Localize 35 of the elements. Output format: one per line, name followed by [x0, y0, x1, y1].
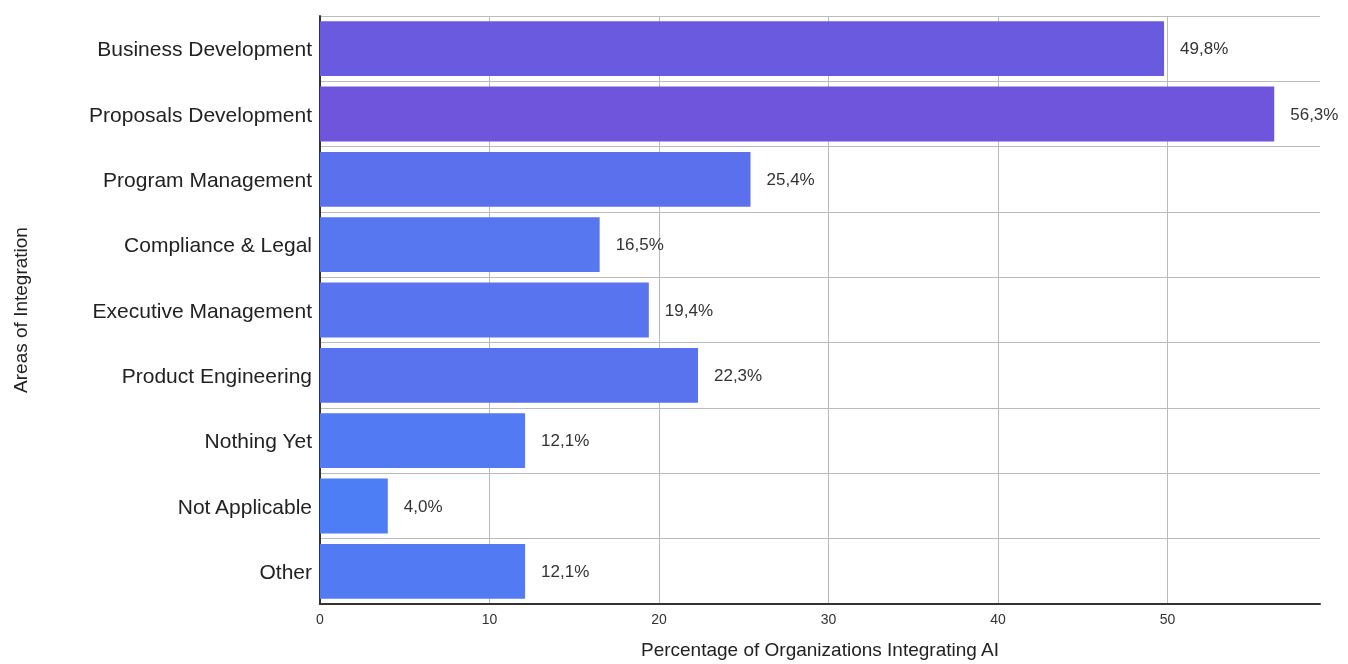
- y-tick-label: Product Engineering: [121, 363, 312, 387]
- bar: [320, 86, 1275, 142]
- x-tick-label: 10: [481, 611, 498, 627]
- y-tick-label: Not Applicable: [177, 494, 312, 518]
- x-tick-label: 0: [316, 611, 325, 627]
- bar: [320, 217, 600, 273]
- bar: [320, 282, 649, 338]
- y-tick-label: Executive Management: [92, 298, 313, 322]
- x-tick-label: 20: [651, 611, 667, 627]
- y-tick-label: Proposals Development: [89, 102, 313, 126]
- data-label: 25,4%: [766, 169, 815, 189]
- y-tick-label: Compliance & Legal: [124, 233, 312, 257]
- data-label: 12,1%: [541, 431, 590, 451]
- bar: [320, 478, 388, 534]
- data-label: 12,1%: [541, 561, 590, 581]
- x-tick-label: 30: [820, 611, 837, 627]
- data-label: 22,3%: [713, 365, 763, 385]
- bar: [320, 347, 698, 403]
- x-tick-label: 50: [1159, 611, 1176, 627]
- y-axis-title: Areas of Integration: [10, 227, 31, 393]
- data-label: 56,3%: [1290, 104, 1339, 124]
- y-tick-label: Program Management: [103, 167, 313, 191]
- x-axis-title: Percentage of Organizations Integrating AI: [640, 639, 1000, 660]
- bar: [320, 21, 1165, 77]
- y-tick-label: Nothing Yet: [204, 429, 313, 453]
- x-tick-label: 40: [990, 611, 1006, 627]
- data-label: 19,4%: [664, 300, 714, 320]
- data-label: 16,5%: [615, 235, 664, 255]
- bar: [320, 151, 751, 207]
- data-label: 4,0%: [403, 496, 443, 516]
- bar: [320, 413, 526, 469]
- bar: [320, 543, 526, 599]
- y-tick-label: Business Development: [97, 37, 313, 61]
- y-tick-label: Other: [259, 559, 312, 583]
- data-label: 49,8%: [1180, 39, 1229, 59]
